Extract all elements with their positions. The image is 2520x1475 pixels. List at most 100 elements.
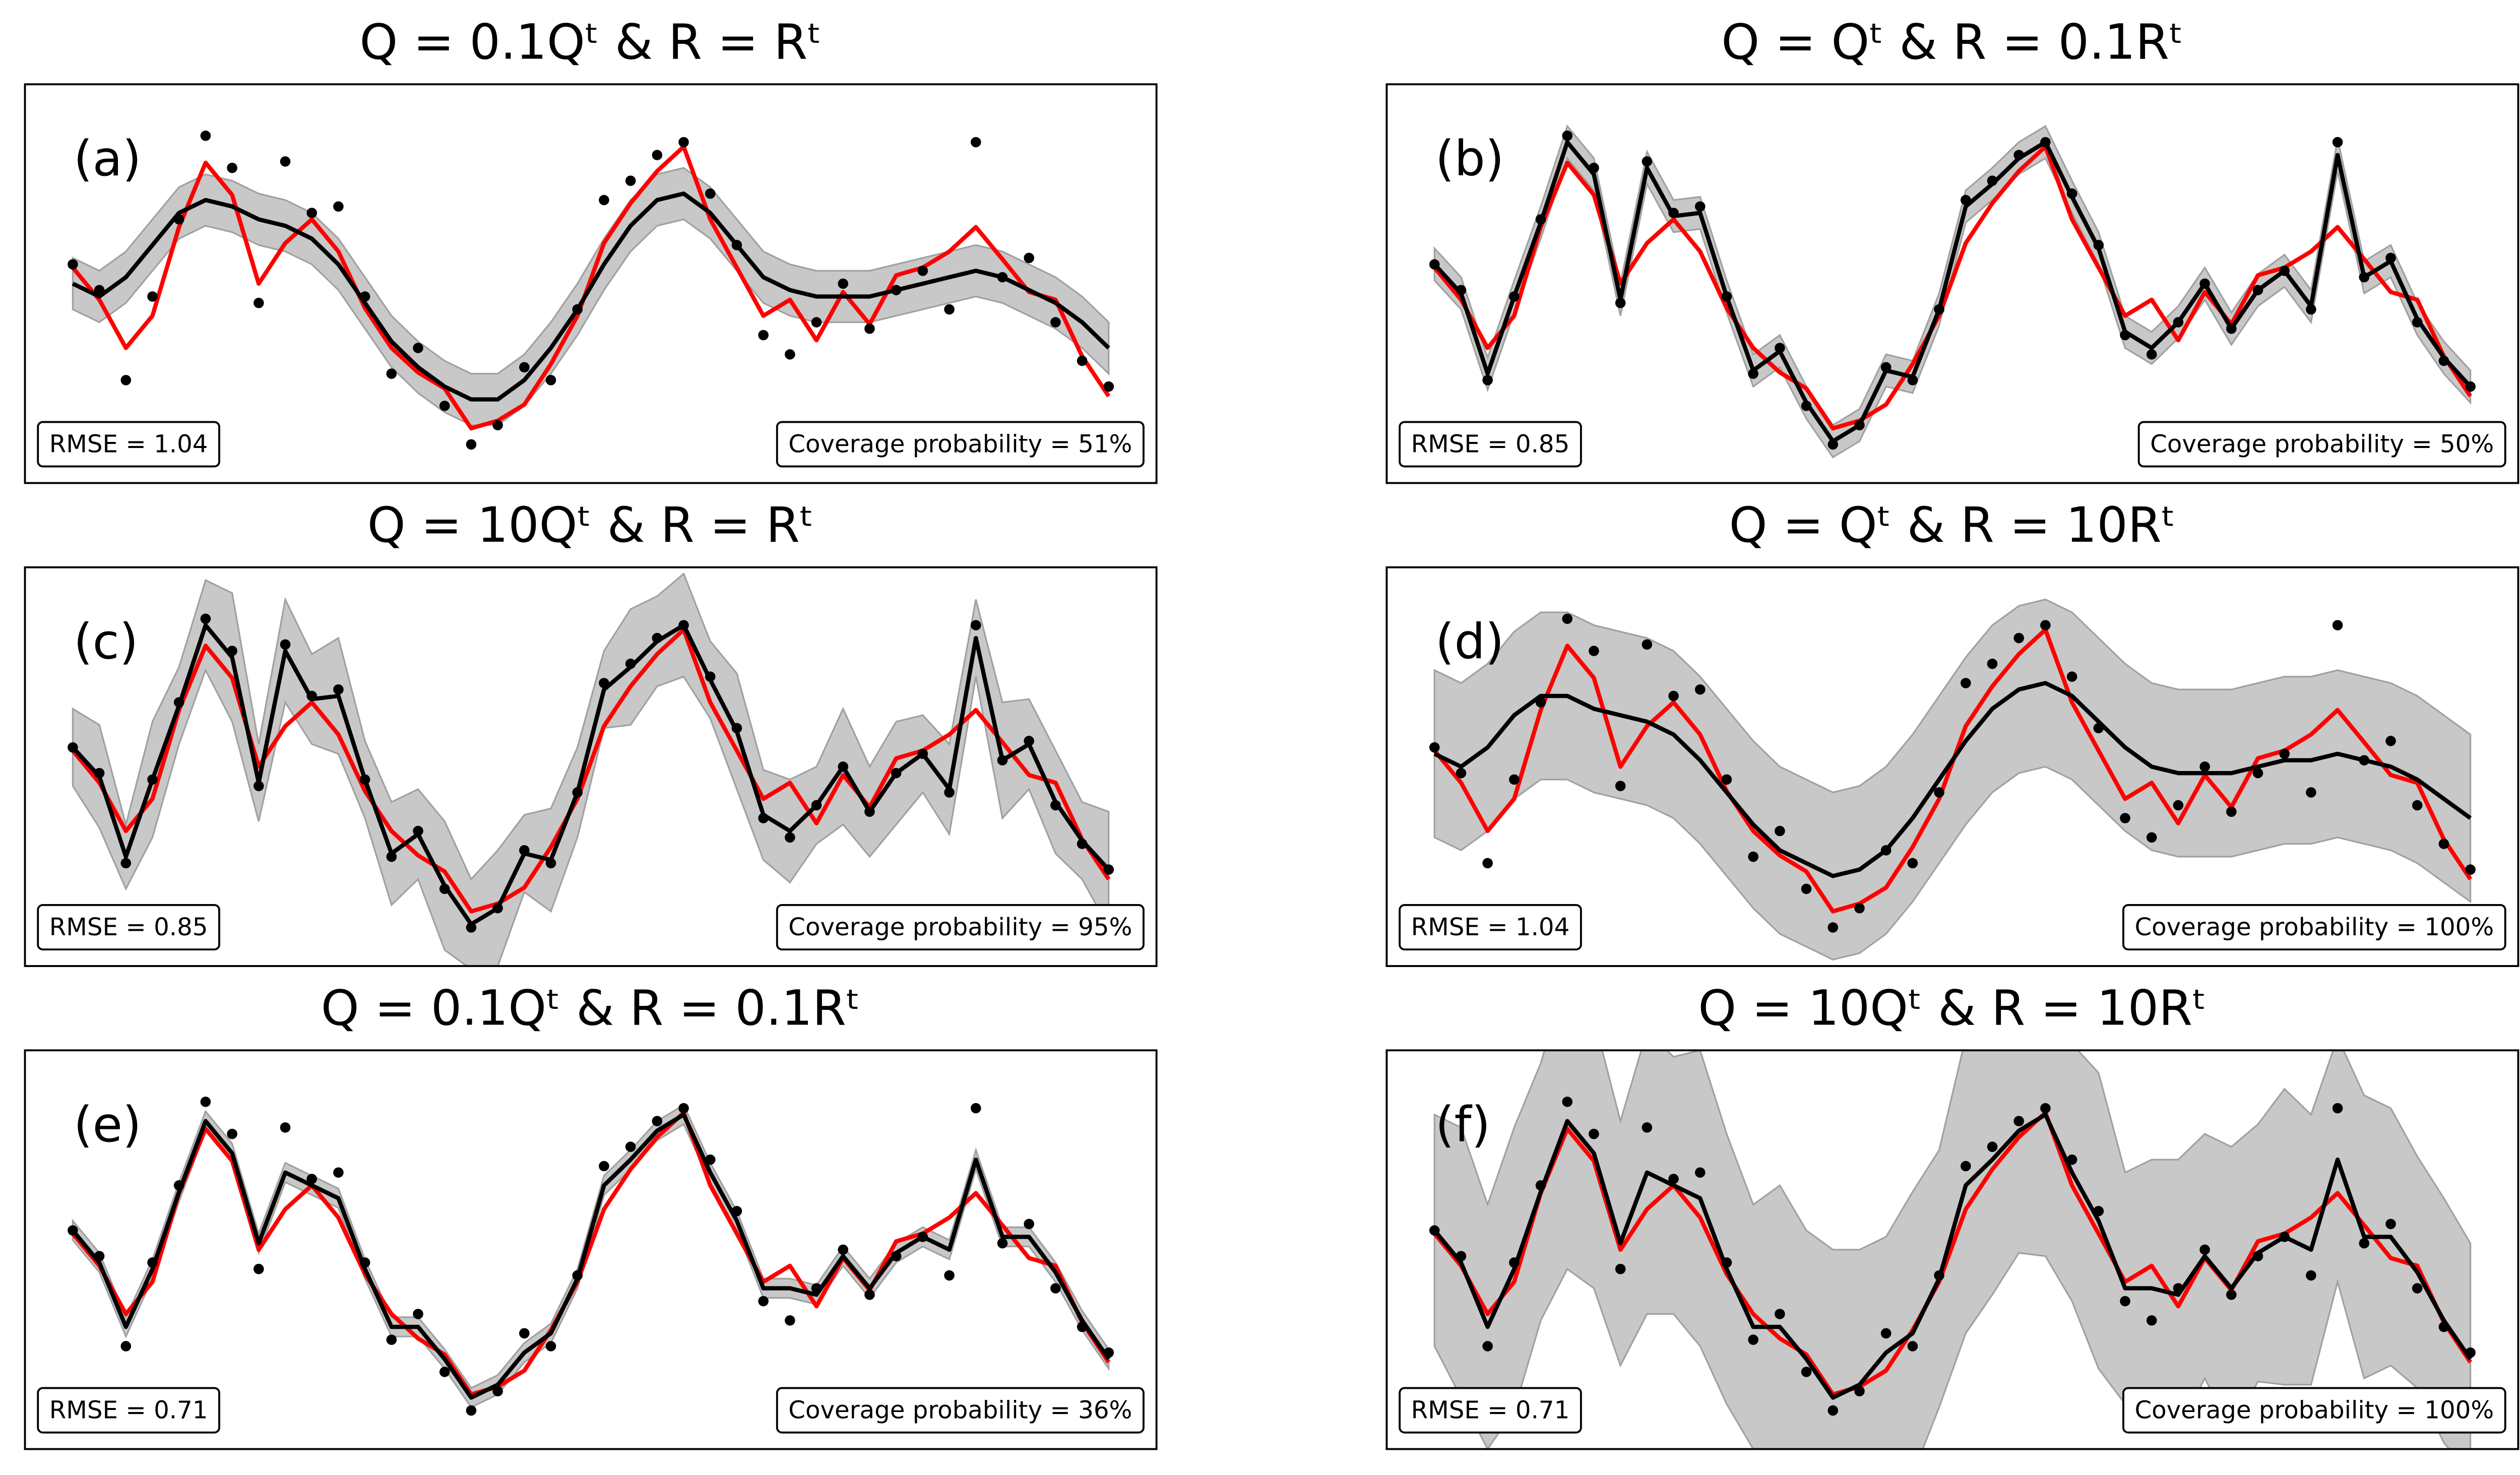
observation-dot xyxy=(1801,401,1812,411)
observation-dot xyxy=(1854,420,1865,430)
observation-dot xyxy=(678,137,689,148)
observation-dot xyxy=(811,1283,822,1294)
observation-dot xyxy=(970,620,981,630)
observation-dot xyxy=(1880,362,1892,373)
rmse-label: RMSE = 0.85 xyxy=(49,913,208,941)
observation-dot xyxy=(1668,690,1679,701)
observation-dot xyxy=(1562,1097,1573,1107)
observation-dot xyxy=(572,1270,583,1281)
observation-dot xyxy=(120,858,132,869)
observation-dot xyxy=(1694,684,1706,695)
observation-dot xyxy=(705,1154,716,1165)
observation-dot xyxy=(386,1334,397,1345)
observation-dot xyxy=(1429,742,1440,753)
observation-dot xyxy=(173,1180,184,1191)
observation-dot xyxy=(2465,381,2476,392)
observation-dot xyxy=(1828,439,1839,450)
observation-dot xyxy=(2120,813,2130,823)
observation-dot xyxy=(1668,208,1679,218)
uncertainty-band xyxy=(72,167,1110,426)
observation-dot xyxy=(970,137,981,148)
observation-dot xyxy=(1987,1141,1998,1152)
observation-dot xyxy=(1024,1219,1034,1230)
observation-dot xyxy=(1934,304,1944,315)
observation-dot xyxy=(359,291,370,302)
observation-dot xyxy=(2199,1244,2210,1255)
panel-label: (e) xyxy=(74,1096,142,1153)
annotation-box xyxy=(37,421,220,468)
observation-dot xyxy=(227,162,237,173)
observation-dot xyxy=(944,787,955,798)
observation-dot xyxy=(997,272,1008,283)
panel-title: Q = Qᵗ & R = 0.1Rᵗ xyxy=(1721,13,2183,70)
observation-dot xyxy=(254,297,264,308)
observation-dot xyxy=(731,240,742,250)
observation-dot xyxy=(2252,767,2263,779)
line xyxy=(1433,681,2472,878)
observation-dot xyxy=(2093,723,2104,734)
observation-dot xyxy=(944,304,955,315)
observation-dot xyxy=(2412,800,2423,811)
observation-dot xyxy=(1589,162,1599,173)
coverage-label: Coverage probability = 51% xyxy=(788,430,1132,459)
observation-dot xyxy=(1748,368,1758,379)
observation-dot xyxy=(519,362,530,373)
observation-dot xyxy=(1907,375,1918,386)
observation-dot xyxy=(2199,761,2210,772)
annotation-box xyxy=(1399,421,1582,468)
observation-dot xyxy=(1642,156,1653,167)
annotation-box xyxy=(776,904,1145,951)
observation-dot xyxy=(652,150,663,160)
observation-dot xyxy=(466,439,477,450)
rmse-label: RMSE = 0.71 xyxy=(49,1396,208,1425)
observation-dot xyxy=(864,1289,875,1300)
observation-dot xyxy=(2040,137,2051,148)
observation-dot xyxy=(2066,671,2077,682)
observation-dot xyxy=(838,1244,849,1255)
annotation-box xyxy=(37,1387,220,1434)
annotation-box xyxy=(2122,904,2506,951)
observation-dot xyxy=(413,825,423,837)
observation-dot xyxy=(1024,252,1034,264)
observation-dot xyxy=(731,1206,742,1216)
observation-dot xyxy=(1801,883,1812,894)
observation-dot xyxy=(1854,903,1865,914)
observation-dot xyxy=(1668,1174,1679,1184)
observation-dot xyxy=(1050,800,1061,811)
line xyxy=(71,623,1110,927)
observation-dot xyxy=(1103,1347,1114,1358)
rmse-label: RMSE = 0.85 xyxy=(1411,430,1570,459)
rmse-label: RMSE = 0.71 xyxy=(1411,1396,1570,1425)
observation-dot xyxy=(227,646,237,656)
observation-dot xyxy=(2040,1103,2051,1114)
observation-dot xyxy=(1748,1334,1758,1345)
plot-area xyxy=(1429,598,2476,960)
observation-dot xyxy=(1694,201,1706,212)
observation-dot xyxy=(386,851,397,862)
observation-dot xyxy=(2093,240,2104,250)
observation-dot xyxy=(413,1309,423,1319)
observation-dot xyxy=(1456,767,1467,779)
uncertainty-band xyxy=(1433,598,2472,960)
observation-dot xyxy=(147,1257,158,1268)
observation-dot xyxy=(254,1263,264,1274)
observation-dot xyxy=(1748,851,1758,862)
observation-dot xyxy=(200,131,211,141)
annotation-box xyxy=(776,421,1145,468)
observation-dot xyxy=(2279,748,2290,759)
observation-dot xyxy=(2013,150,2024,160)
observation-dot xyxy=(864,806,875,817)
observation-dot xyxy=(758,330,769,341)
coverage-label: Coverage probability = 95% xyxy=(788,913,1132,941)
observation-dot xyxy=(1960,1161,1971,1172)
observation-dot xyxy=(2385,252,2396,264)
observation-dot xyxy=(917,266,928,276)
observation-dot xyxy=(1987,175,1998,186)
panel-label: (a) xyxy=(74,130,141,187)
observation-dot xyxy=(1589,1128,1599,1139)
observation-dot xyxy=(2385,736,2396,746)
observation-dot xyxy=(1721,1257,1732,1268)
observation-dot xyxy=(2173,800,2184,811)
observation-dot xyxy=(572,304,583,315)
observation-dot xyxy=(2252,1251,2263,1261)
